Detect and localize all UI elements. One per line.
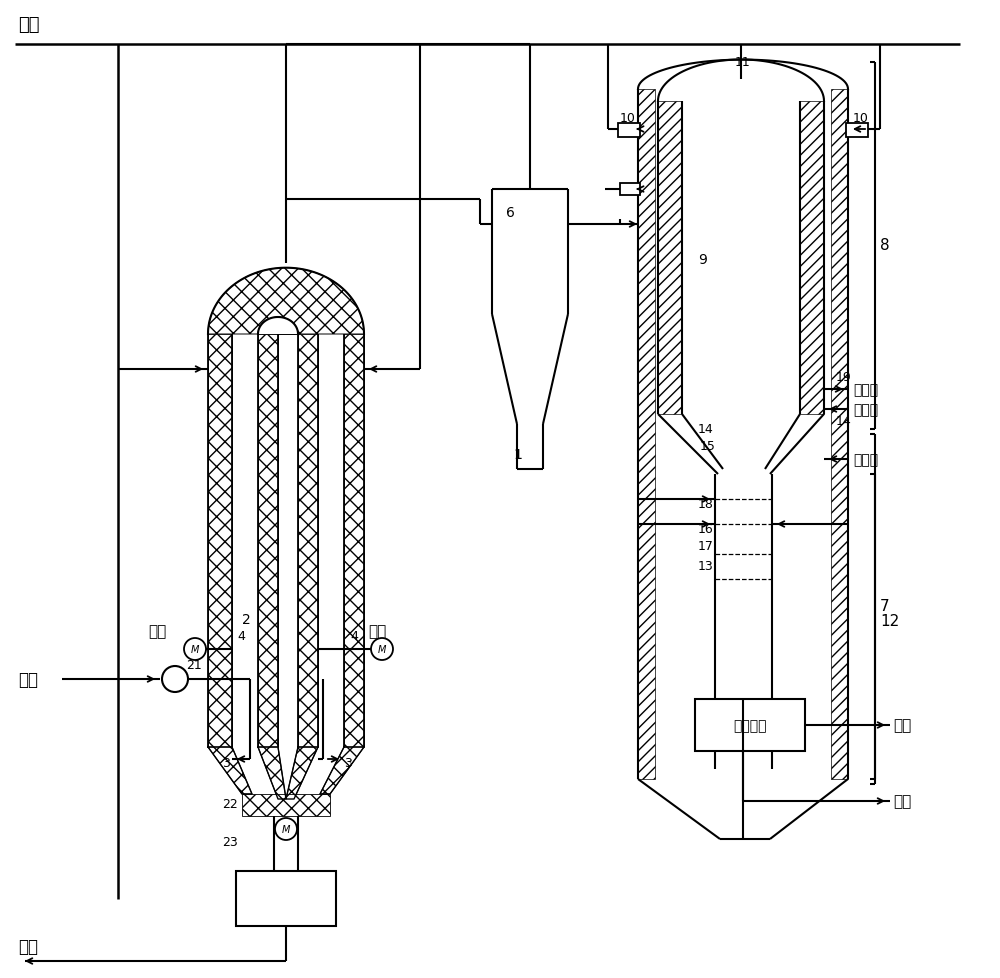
Bar xyxy=(344,334,364,747)
Text: 1: 1 xyxy=(514,448,522,462)
Text: 粉煤: 粉煤 xyxy=(368,624,386,639)
Text: 19: 19 xyxy=(836,371,852,384)
Text: 22: 22 xyxy=(222,798,238,811)
Bar xyxy=(298,334,318,747)
Text: 21: 21 xyxy=(186,659,202,672)
Bar xyxy=(208,334,232,747)
Text: 蒸汽: 蒸汽 xyxy=(18,670,38,689)
Bar xyxy=(695,699,805,751)
Text: 炉灰: 炉灰 xyxy=(18,937,38,956)
Text: 6: 6 xyxy=(506,205,514,220)
Text: 15: 15 xyxy=(700,440,716,453)
Circle shape xyxy=(184,639,206,660)
Bar xyxy=(831,90,848,779)
Text: 16: 16 xyxy=(698,523,714,536)
Text: 18: 18 xyxy=(698,498,714,511)
Bar xyxy=(258,334,278,747)
Text: 3: 3 xyxy=(222,757,230,770)
Text: 4: 4 xyxy=(350,630,358,643)
Text: 4: 4 xyxy=(237,630,245,643)
Text: 10: 10 xyxy=(620,111,636,124)
Bar xyxy=(618,124,640,138)
Polygon shape xyxy=(286,747,318,799)
Text: 滤水处理: 滤水处理 xyxy=(733,718,767,733)
Text: 滤过水: 滤过水 xyxy=(853,403,878,417)
Circle shape xyxy=(371,639,393,660)
Text: 洗气水: 洗气水 xyxy=(853,453,878,467)
Text: 3: 3 xyxy=(344,757,352,770)
Text: 10: 10 xyxy=(853,111,869,124)
Polygon shape xyxy=(320,747,364,794)
Text: 粗煤气: 粗煤气 xyxy=(853,382,878,397)
Text: 黑水: 黑水 xyxy=(893,718,911,733)
Text: 细渣: 细渣 xyxy=(893,794,911,809)
Text: 20: 20 xyxy=(167,673,183,686)
Polygon shape xyxy=(258,747,286,799)
Text: M: M xyxy=(282,824,290,834)
Text: 氧气: 氧气 xyxy=(18,16,40,34)
Circle shape xyxy=(162,666,188,692)
Text: 12: 12 xyxy=(880,614,899,629)
Text: 17: 17 xyxy=(698,540,714,553)
Bar xyxy=(638,90,655,779)
Text: M: M xyxy=(191,645,199,654)
Text: 9: 9 xyxy=(698,252,707,267)
Bar xyxy=(658,102,682,415)
Text: M: M xyxy=(378,645,386,654)
Text: 23: 23 xyxy=(222,835,238,849)
Polygon shape xyxy=(208,747,252,794)
Polygon shape xyxy=(208,268,364,334)
Text: 14: 14 xyxy=(836,415,852,428)
Text: 2: 2 xyxy=(242,612,250,626)
Text: 13: 13 xyxy=(698,560,714,573)
Bar xyxy=(242,794,330,817)
Text: 14: 14 xyxy=(698,423,714,436)
Polygon shape xyxy=(258,318,298,334)
Text: 8: 8 xyxy=(880,239,890,253)
Circle shape xyxy=(275,819,297,840)
Bar xyxy=(846,124,868,138)
Bar xyxy=(620,184,640,196)
Text: 粉煤: 粉煤 xyxy=(148,624,166,639)
Bar xyxy=(800,102,824,415)
Text: 11: 11 xyxy=(735,56,751,68)
Bar xyxy=(236,871,336,926)
Text: 7: 7 xyxy=(880,599,890,614)
